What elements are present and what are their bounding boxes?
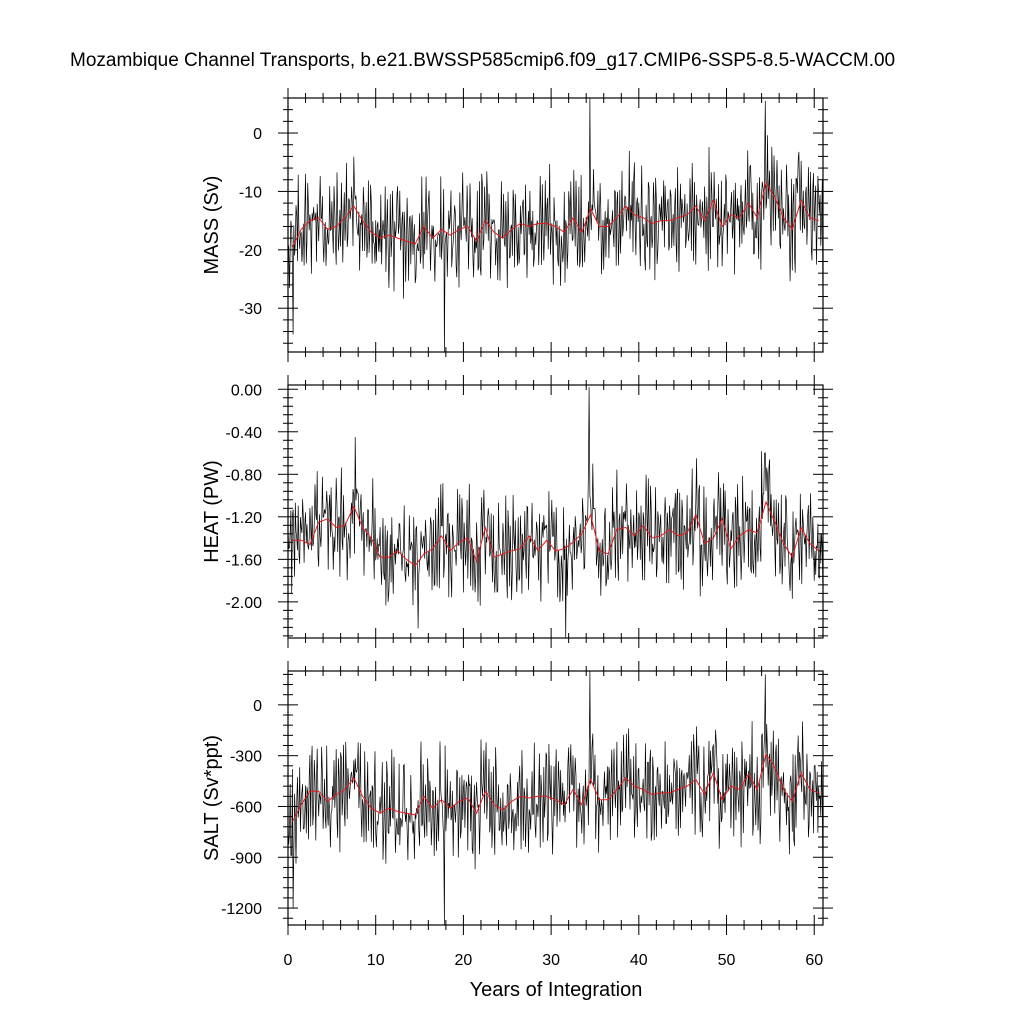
panels: 0 -10 -20 -30 MASS (Sv) 0.00 -0.40 -0.80 -1.20 -1…: [201, 88, 833, 969]
y-tick-label: -0.80: [226, 467, 263, 484]
y-tick-label: -10: [239, 184, 262, 201]
x-tick-label: 30: [542, 952, 560, 969]
monthly-series-line: [287, 387, 824, 639]
panel-1: 0.00 -0.40 -0.80 -1.20 -1.60 -2.00 HEAT (PW): [201, 375, 833, 648]
plot-frame: [287, 97, 824, 353]
y-axis-label: MASS (Sv): [201, 176, 223, 275]
x-tick-label: 20: [455, 952, 473, 969]
x-tick-label: 60: [805, 952, 823, 969]
y-tick-label: 0.00: [231, 382, 262, 399]
y-axis-label: HEAT (PW): [201, 460, 223, 563]
chart-title: Mozambique Channel Transports, b.e21.BWS…: [70, 50, 895, 71]
y-tick-label: 0: [253, 698, 262, 715]
x-tick-label: 40: [630, 952, 648, 969]
x-axis-label: Years of Integration: [470, 979, 643, 1001]
y-tick-label: -0.40: [226, 425, 263, 442]
panel-2: 0 10 20 30 40 50 60 0 -300 -600 -900 -1200 SALT (Sv*…: [201, 661, 833, 969]
y-tick-label: -1.20: [226, 510, 263, 527]
monthly-series-line: [287, 670, 824, 926]
monthly-series-line: [287, 97, 824, 353]
panel-0: 0 -10 -20 -30 MASS (Sv): [201, 88, 833, 362]
y-tick-label: -1200: [221, 901, 262, 918]
y-tick-label: 0: [253, 126, 262, 143]
y-tick-label: -600: [230, 799, 262, 816]
y-tick-label: -900: [230, 850, 262, 867]
y-tick-label: -2.00: [226, 595, 263, 612]
annual-mean-line: [292, 500, 819, 567]
annual-mean-line: [291, 752, 819, 822]
y-tick-label: -30: [239, 301, 262, 318]
plot-frame: [287, 384, 824, 639]
x-tick-label: 50: [718, 952, 736, 969]
y-tick-label: -1.60: [226, 552, 263, 569]
x-tick-label: 10: [367, 952, 385, 969]
y-tick-label: -20: [239, 243, 262, 260]
y-axis-label: SALT (Sv*ppt): [201, 735, 223, 861]
x-tick-label: 0: [284, 952, 293, 969]
y-tick-label: -300: [230, 749, 262, 766]
plot-frame: [287, 670, 824, 926]
annual-mean-line: [291, 181, 819, 248]
